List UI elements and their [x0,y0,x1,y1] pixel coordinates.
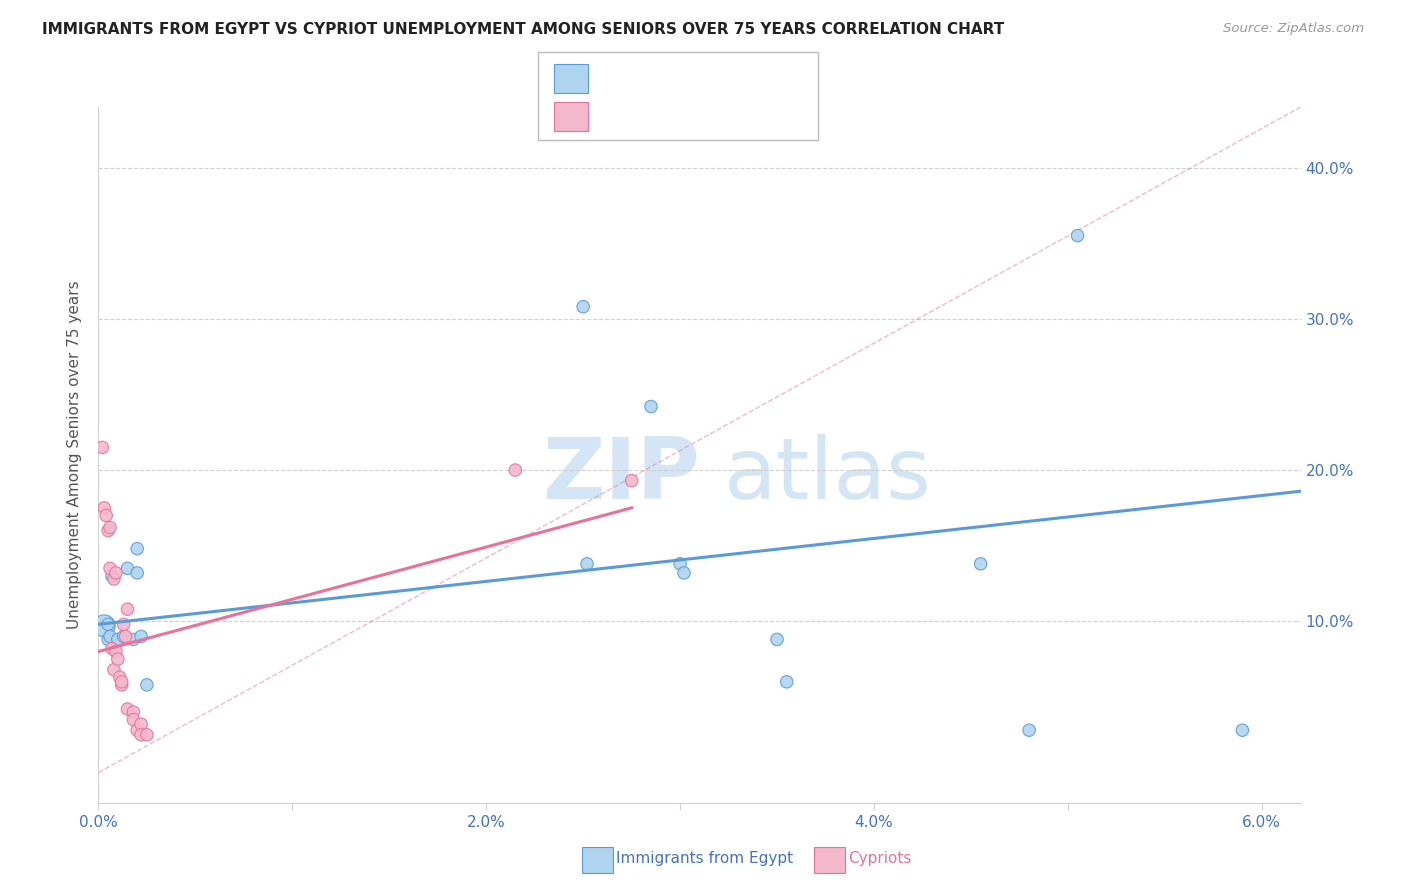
Text: atlas: atlas [724,434,932,517]
Point [122,713,145,727]
Text: N =: N = [682,69,728,84]
Point [107,652,129,666]
Point [98,561,121,575]
Point [111,674,134,689]
Point [104,566,127,580]
Point [129,717,152,731]
Point [1018,723,1040,738]
Point [111,678,134,692]
Text: IMMIGRANTS FROM EGYPT VS CYPRIOT UNEMPLOYMENT AMONG SENIORS OVER 75 YEARS CORREL: IMMIGRANTS FROM EGYPT VS CYPRIOT UNEMPLO… [42,22,1004,37]
Point [117,602,139,616]
Point [97,524,120,538]
Point [127,566,149,580]
Point [640,400,662,414]
Point [107,632,129,647]
Point [122,632,145,647]
Point [112,617,135,632]
Point [98,520,121,534]
Y-axis label: Unemployment Among Seniors over 75 years: Unemployment Among Seniors over 75 years [67,281,83,629]
Text: R =: R = [598,69,633,84]
Text: ZIP: ZIP [541,434,700,517]
Point [135,728,157,742]
Point [129,629,152,643]
Point [127,541,149,556]
Point [108,670,131,684]
Point [776,674,799,689]
Point [117,561,139,575]
Text: 0.213: 0.213 [640,69,690,84]
Point [114,629,136,643]
Text: R =: R = [598,108,633,123]
Text: Source: ZipAtlas.com: Source: ZipAtlas.com [1223,22,1364,36]
Point [117,702,139,716]
Text: 27: 27 [724,108,747,123]
Point [97,632,120,647]
Text: 15: 15 [724,69,747,84]
Point [96,508,118,523]
Point [101,641,124,656]
Point [91,441,114,455]
Text: Immigrants from Egypt: Immigrants from Egypt [616,851,793,865]
Point [503,463,526,477]
Point [1232,723,1254,738]
Point [576,557,599,571]
Point [135,678,157,692]
Point [127,723,149,738]
Point [97,617,120,632]
Text: N =: N = [682,108,728,123]
Point [103,663,125,677]
Text: 0.309: 0.309 [640,108,690,123]
Point [969,557,991,571]
Point [112,629,135,643]
Point [93,500,115,515]
Point [103,572,125,586]
Point [572,300,595,314]
Point [669,557,692,571]
Point [620,474,643,488]
Point [93,619,115,633]
Point [104,644,127,658]
Point [1066,228,1088,243]
Point [98,629,121,643]
Text: Cypriots: Cypriots [848,851,911,865]
Point [122,705,145,719]
Point [672,566,695,580]
Point [766,632,789,647]
Point [101,569,124,583]
Point [129,728,152,742]
